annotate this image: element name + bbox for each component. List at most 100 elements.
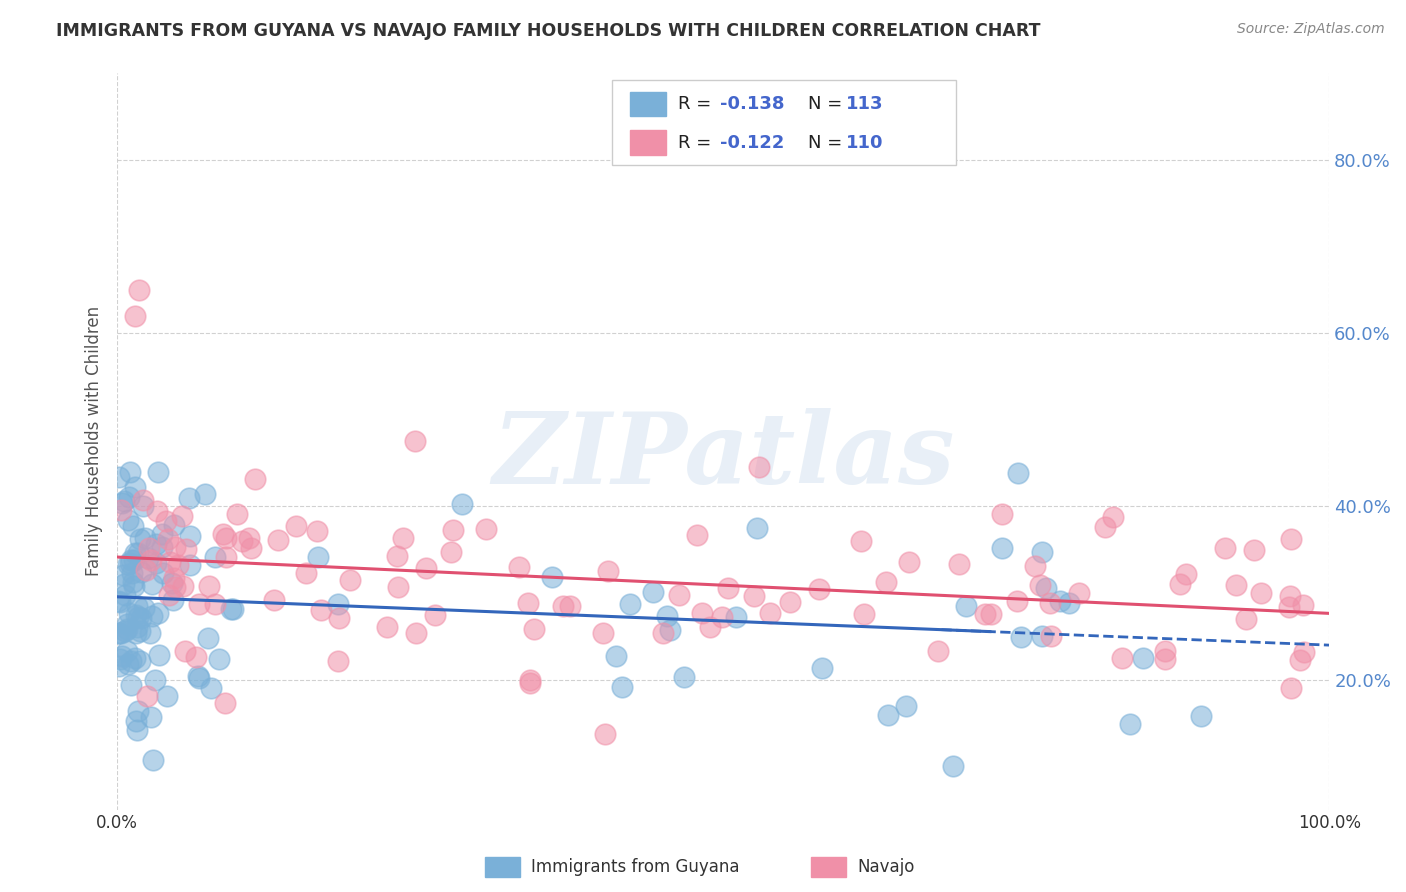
Point [150,527,173,541]
Point [508,559,530,574]
Point [136,690,159,704]
Point [134,531,156,545]
Point [145,537,167,551]
Point [162,593,184,607]
Point [309,603,332,617]
Point [125,608,148,623]
Point [652,626,675,640]
Point [1250,585,1272,599]
Point [605,649,627,664]
Point [108,652,131,666]
Point [328,654,350,668]
Point [222,602,245,616]
Point [519,676,541,690]
Point [1049,594,1071,608]
Point [150,540,173,554]
Point [475,523,498,537]
Point [141,609,163,624]
Point [387,549,409,563]
Point [699,620,721,634]
Point [107,594,129,608]
Point [1094,520,1116,534]
Text: Navajo: Navajo [858,858,915,876]
Point [1067,586,1090,600]
Point [155,514,177,528]
Point [148,465,170,479]
Point [136,550,159,565]
Point [439,545,461,559]
Point [405,625,427,640]
Point [128,532,150,546]
Point [226,507,249,521]
Point [425,608,447,623]
Point [132,499,155,513]
Point [1111,651,1133,665]
Point [540,570,562,584]
Point [148,648,170,662]
Point [231,534,253,549]
Point [657,608,679,623]
Point [146,606,169,620]
Point [238,531,260,545]
Point [117,657,139,672]
Text: 113: 113 [846,95,884,113]
Point [1215,541,1237,555]
Point [1035,581,1057,595]
Text: Source: ZipAtlas.com: Source: ZipAtlas.com [1237,22,1385,37]
Point [673,669,696,683]
Point [128,654,150,668]
Point [107,625,129,640]
Point [141,577,163,591]
Point [1119,717,1142,731]
Point [1225,578,1247,592]
Point [243,472,266,486]
Point [877,708,900,723]
Point [128,624,150,638]
Point [516,597,538,611]
Text: R =: R = [678,95,717,113]
Point [927,644,949,658]
Point [187,669,209,683]
Text: N =: N = [808,95,848,113]
Point [942,759,965,773]
Point [1005,594,1028,608]
Point [980,607,1002,622]
Point [155,689,177,703]
Point [1289,653,1312,667]
Point [156,532,179,546]
Point [592,625,614,640]
Point [948,557,970,571]
Point [125,620,148,634]
Point [117,623,139,637]
Point [1031,629,1053,643]
Text: N =: N = [808,134,848,152]
Point [108,659,131,673]
Point [759,606,782,620]
Point [170,509,193,524]
Text: 110: 110 [846,134,884,152]
Point [138,541,160,555]
Point [139,553,162,567]
Point [659,623,682,637]
Point [162,576,184,591]
Point [132,493,155,508]
Point [172,579,194,593]
Point [619,597,641,611]
Point [686,528,709,542]
Point [124,546,146,560]
Point [128,283,150,297]
Point [120,553,142,567]
Point [125,714,148,728]
Point [263,593,285,607]
Point [114,588,136,602]
Point [208,651,231,665]
Point [1039,596,1062,610]
Point [129,611,152,625]
Point [204,550,226,565]
Point [127,546,149,560]
Point [143,673,166,688]
Point [176,541,198,556]
Point [117,557,139,571]
Point [204,597,226,611]
Point [112,577,135,591]
